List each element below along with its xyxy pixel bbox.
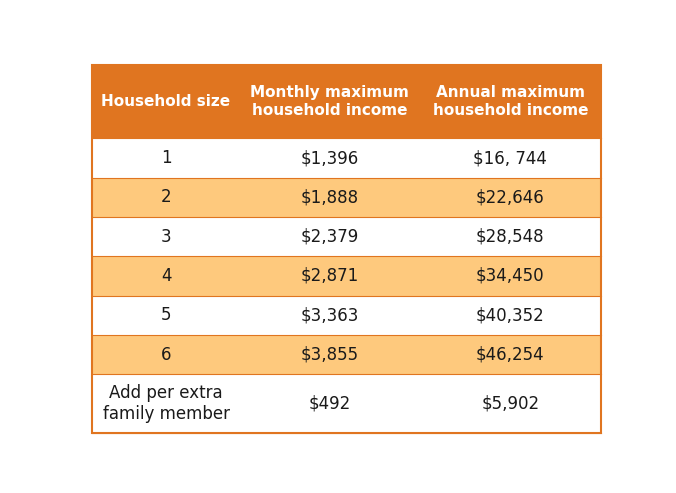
Text: $34,450: $34,450 [476, 267, 545, 285]
Text: Annual maximum
household income: Annual maximum household income [433, 85, 588, 118]
Bar [93, 65, 600, 139]
Text: $492: $492 [309, 395, 351, 413]
Text: Household size: Household size [101, 94, 231, 109]
Bar [93, 296, 600, 335]
Text: $46,254: $46,254 [476, 346, 545, 364]
Text: $3,363: $3,363 [301, 306, 359, 324]
Text: 6: 6 [161, 346, 171, 364]
Text: $16, 744: $16, 744 [473, 149, 548, 167]
Text: 4: 4 [161, 267, 171, 285]
Text: 5: 5 [161, 306, 171, 324]
Bar [93, 256, 600, 296]
Text: $22,646: $22,646 [476, 188, 545, 207]
Text: $2,871: $2,871 [301, 267, 359, 285]
Text: 2: 2 [161, 188, 171, 207]
Bar [93, 217, 600, 256]
Text: $40,352: $40,352 [476, 306, 545, 324]
Text: 3: 3 [161, 228, 171, 246]
Bar [93, 139, 600, 177]
Text: $2,379: $2,379 [301, 228, 359, 246]
Text: 1: 1 [161, 149, 171, 167]
Text: $1,888: $1,888 [301, 188, 359, 207]
Bar [93, 177, 600, 217]
Text: $28,548: $28,548 [476, 228, 545, 246]
Text: $3,855: $3,855 [301, 346, 359, 364]
Text: Add per extra
family member: Add per extra family member [103, 384, 230, 423]
Bar [93, 374, 600, 433]
Text: $5,902: $5,902 [481, 395, 539, 413]
Text: $1,396: $1,396 [301, 149, 359, 167]
Text: Monthly maximum
household income: Monthly maximum household income [251, 85, 410, 118]
Bar [93, 335, 600, 374]
